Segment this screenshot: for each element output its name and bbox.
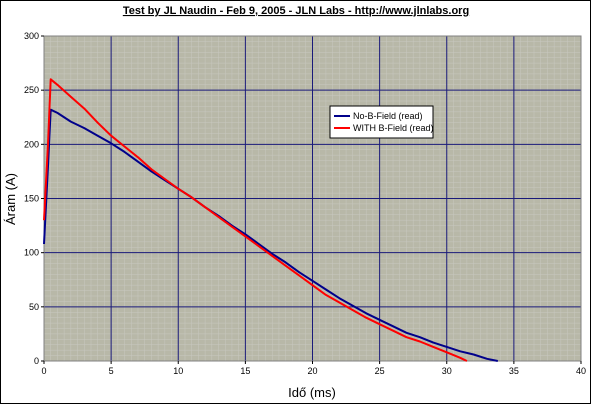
legend: No-B-Field (read) WITH B-Field (read)	[329, 105, 434, 139]
x-tick-label: 35	[509, 366, 519, 376]
x-tick-label: 30	[442, 366, 452, 376]
x-tick-label: 5	[109, 366, 114, 376]
x-axis-ticks: 0 5 10 15 20 25 30 35 40	[41, 361, 586, 376]
y-tick-label: 300	[24, 31, 39, 41]
y-tick-label: 50	[29, 302, 39, 312]
chart-title: Test by JL Naudin - Feb 9, 2005 - JLN La…	[123, 5, 469, 17]
x-axis-label: Idő (ms)	[288, 385, 336, 400]
x-tick-label: 15	[240, 366, 250, 376]
y-tick-label: 0	[34, 356, 39, 366]
series-line-with-b-field	[43, 78, 468, 362]
x-tick-label: 40	[576, 366, 586, 376]
y-axis-label: Áram (A)	[3, 173, 18, 225]
legend-box	[329, 105, 434, 139]
series-layer	[43, 78, 498, 362]
y-tick-label: 250	[24, 85, 39, 95]
series-line-no-b-field	[43, 108, 498, 362]
x-tick-label: 0	[41, 366, 46, 376]
y-tick-label: 100	[24, 248, 39, 258]
x-tick-label: 10	[173, 366, 183, 376]
legend-label: No-B-Field (read)	[353, 111, 423, 121]
x-tick-label: 20	[307, 366, 317, 376]
y-tick-label: 150	[24, 194, 39, 204]
y-tick-label: 200	[24, 139, 39, 149]
x-tick-label: 25	[375, 366, 385, 376]
legend-label: WITH B-Field (read)	[353, 123, 434, 133]
y-axis-ticks: 0 50 100 150 200 250 300	[24, 31, 44, 366]
